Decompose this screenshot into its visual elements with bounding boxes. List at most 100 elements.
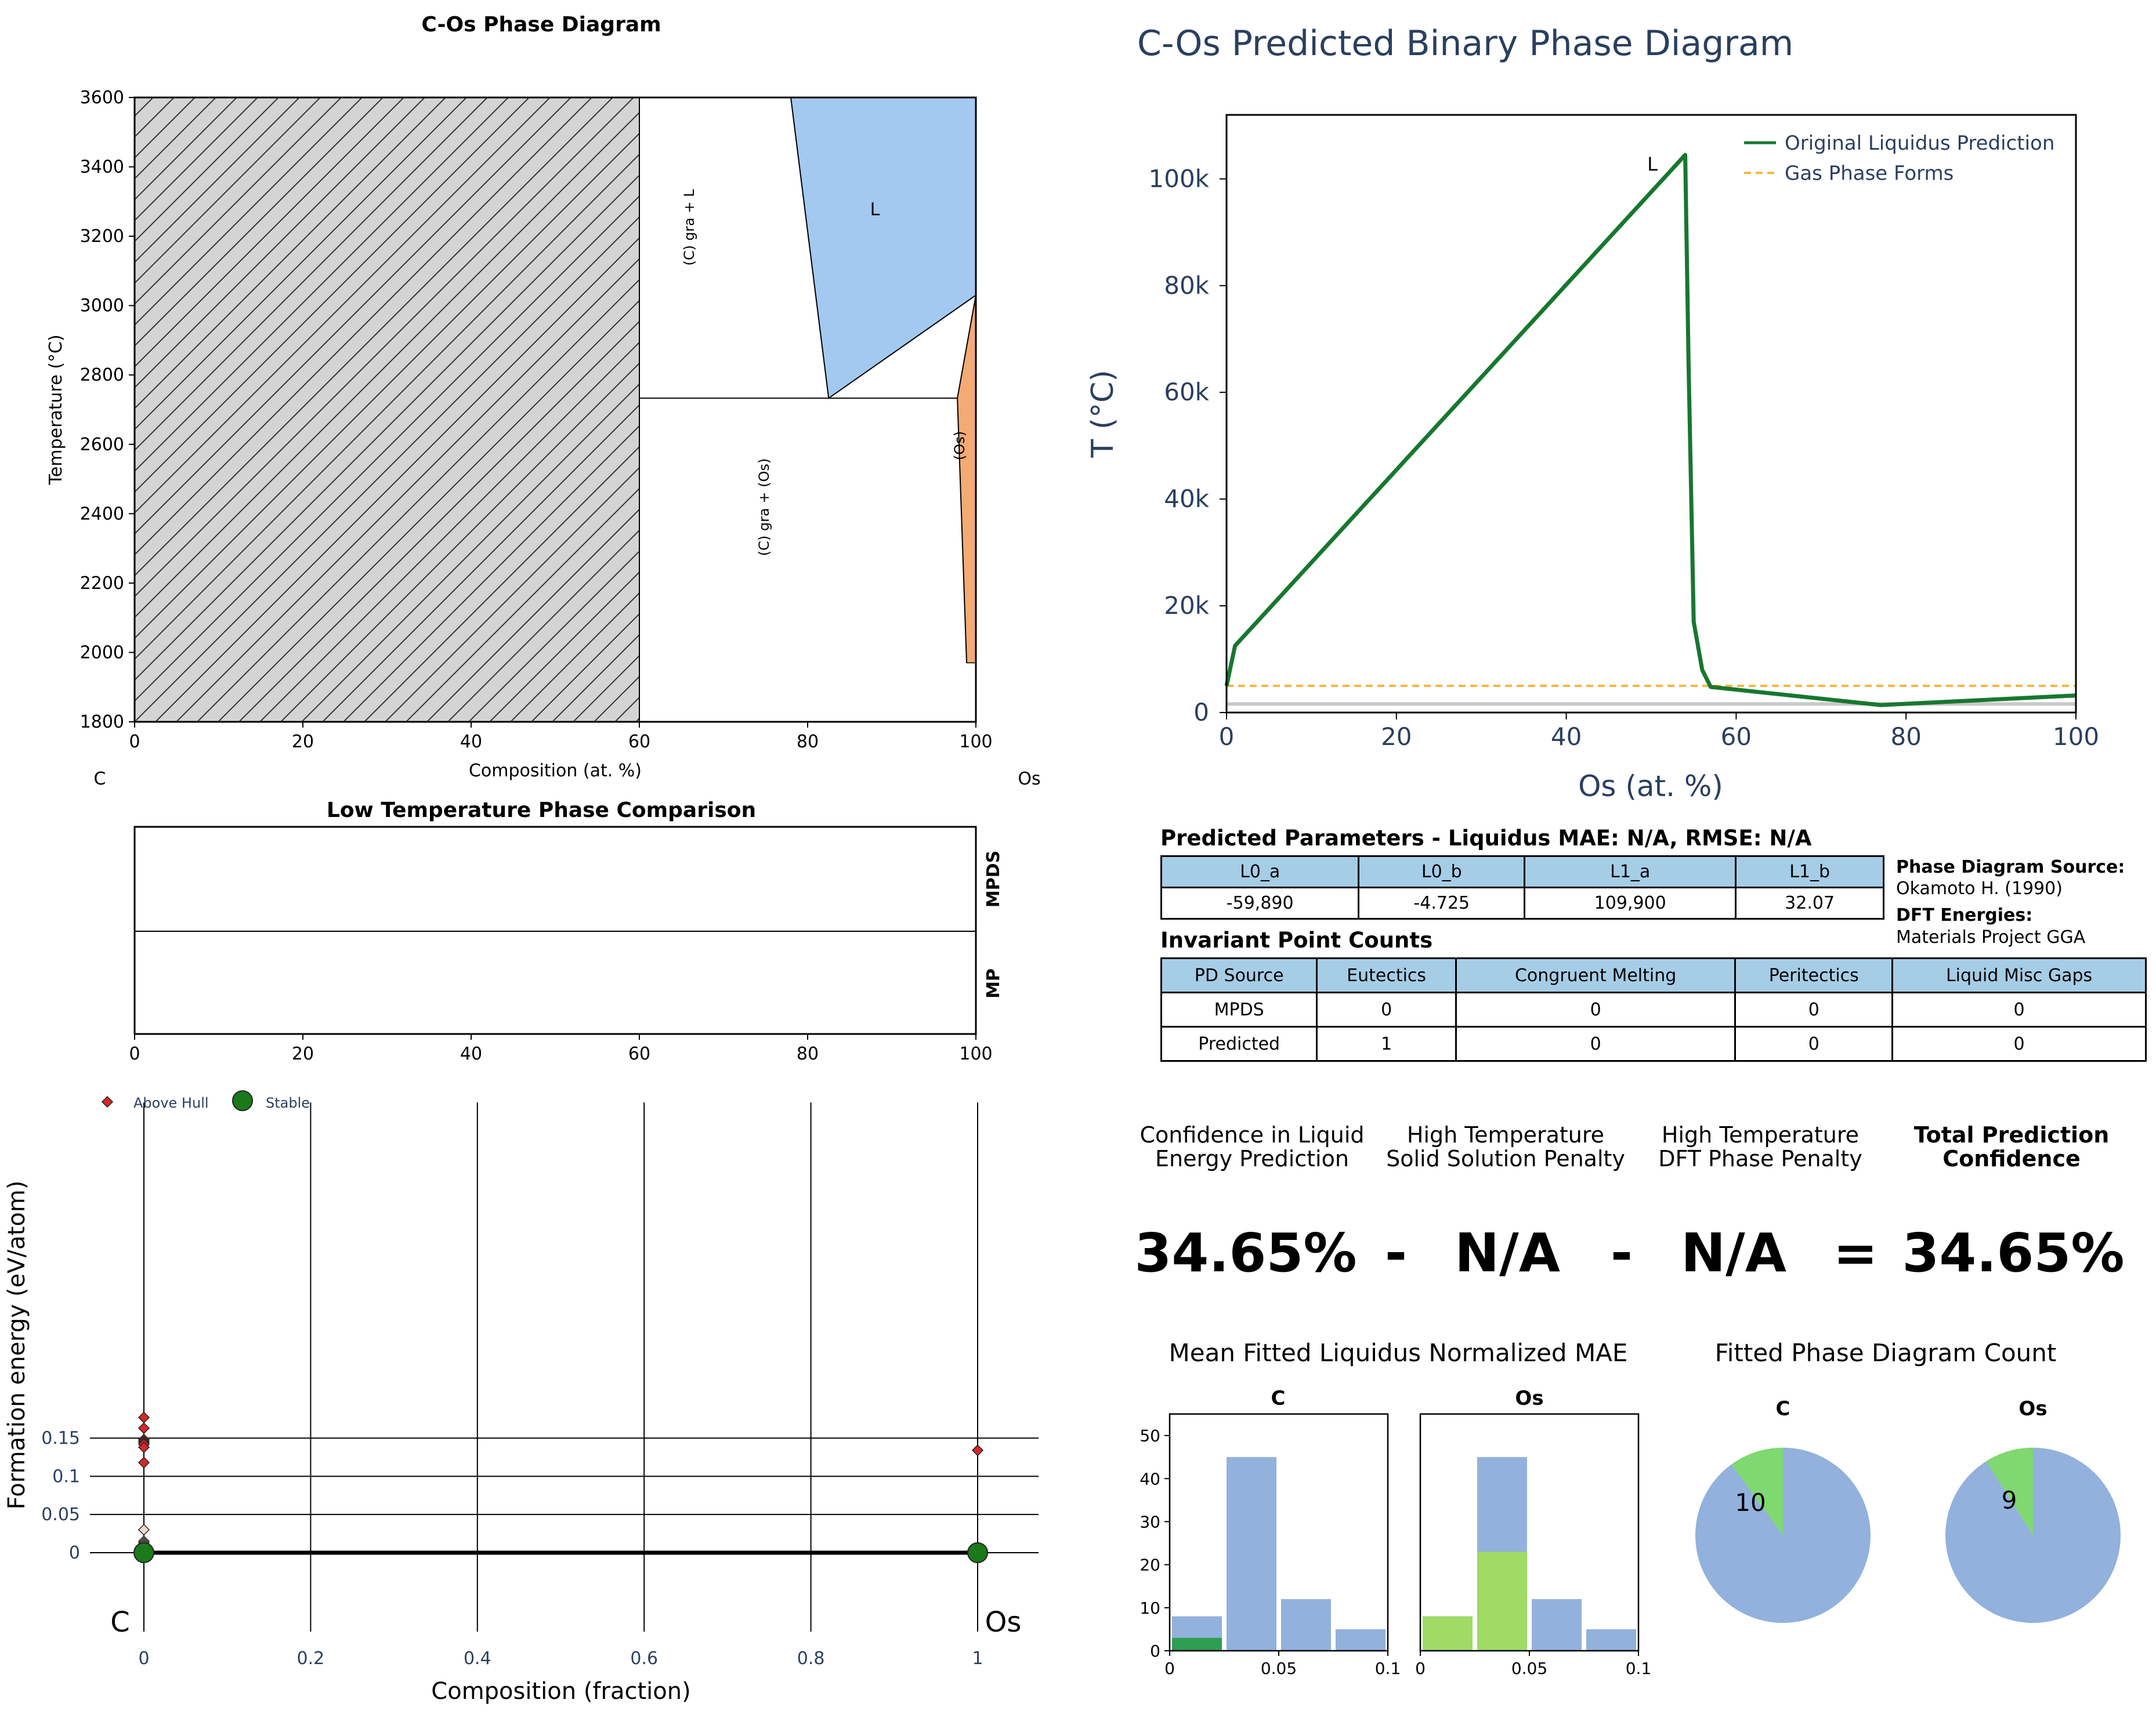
pd-ytick-label: 2200: [80, 573, 124, 594]
invariants-header: Eutectics: [1316, 957, 1457, 993]
conf-label-3a: High Temperature: [1662, 1122, 1859, 1148]
legend-gas: Gas Phase Forms: [1785, 162, 1954, 185]
conf-op-1: -: [1385, 1222, 1407, 1284]
invariants-cell: 0: [1455, 992, 1737, 1028]
conf-op-3: =: [1833, 1222, 1878, 1284]
hull-point-stable: [967, 1542, 988, 1563]
count-value-c: 10: [1735, 1488, 1766, 1517]
hull-xtick-label: 0.4: [464, 1648, 491, 1669]
invariants-header: Congruent Melting: [1455, 957, 1737, 993]
hull-xtick-label: 0: [138, 1648, 149, 1669]
hull-point-stable: [133, 1542, 154, 1563]
lt-xtick-label: 20: [292, 1044, 314, 1064]
mae-panel: Mean Fitted Liquidus Normalized MAE C Os…: [1140, 1339, 1651, 1678]
pd-ytick-label: 3600: [80, 88, 124, 108]
count-panel-os: Os: [2018, 1397, 2047, 1420]
params-table: L0_a L0_b L1_a L1_b -59,890 -4.725 109,9…: [1160, 855, 1884, 920]
conf-value-liquid: 34.65%: [1134, 1222, 1356, 1284]
pd-left-element: C: [94, 769, 106, 789]
hull-right-element: Os: [985, 1606, 1022, 1639]
pd-ylabel: Temperature (°C): [46, 335, 66, 486]
invariants-cell: 1: [1316, 1026, 1457, 1062]
pred-ytick-label: 20k: [1164, 591, 1209, 620]
invariants-cell: MPDS: [1160, 992, 1318, 1028]
mae-ytick-label: 50: [1140, 1426, 1160, 1445]
hull-xtick-label: 1: [972, 1648, 983, 1669]
mae-panel-os: Os: [1515, 1387, 1543, 1410]
lt-xtick-label: 0: [129, 1044, 140, 1064]
mae-bar-highlight: [1172, 1637, 1222, 1651]
count-title: Fitted Phase Diagram Count: [1715, 1339, 2057, 1367]
invariants-cell: 0: [1734, 992, 1894, 1028]
predicted-title: C-Os Predicted Binary Phase Diagram: [1137, 23, 1793, 64]
low-temp-row-mpds: MPDS: [983, 851, 1004, 907]
pred-ytick-label: 40k: [1164, 484, 1209, 513]
mae-ytick-label: 20: [1140, 1556, 1160, 1575]
legend-stable: Stable: [266, 1095, 310, 1111]
low-temp-panel: Low Temperature Phase Comparison MPDS MP…: [129, 798, 1004, 1064]
low-temp-frame: [133, 826, 977, 1035]
invariants-table: PD Source Eutectics Congruent Melting Pe…: [1160, 957, 2147, 1062]
invariants-cell: 0: [1891, 1026, 2147, 1062]
predicted-ylabel: T (°C): [1086, 370, 1120, 458]
conf-op-2: -: [1611, 1222, 1633, 1284]
confidence-panel: Confidence in Liquid Energy Prediction H…: [1134, 1122, 2124, 1284]
pd-xtick-label: 40: [460, 732, 482, 752]
pd-boundary-line: [957, 295, 976, 663]
pd-label-liquid: L: [870, 200, 880, 220]
predicted-liquid-label: L: [1647, 153, 1658, 175]
invariants-cell: 0: [1316, 992, 1457, 1028]
hull-xlabel: Composition (fraction): [431, 1678, 690, 1705]
mae-frame-c: [1169, 1413, 1389, 1652]
pred-ytick-label: 100k: [1149, 164, 1210, 193]
pred-liquidus-line: [1224, 153, 2077, 707]
count-panel: Fitted Phase Diagram Count C Os 10 9: [1695, 1339, 2121, 1623]
conf-label-3b: DFT Phase Penalty: [1658, 1146, 1862, 1171]
pred-xtick-label: 0: [1219, 722, 1235, 751]
legend-above-hull: Above Hull: [133, 1095, 209, 1111]
pred-xtick-label: 20: [1381, 722, 1412, 751]
params-value: -59,890: [1160, 887, 1360, 920]
hull-point-above: [138, 1411, 150, 1424]
conf-label-4b: Confidence: [1942, 1146, 2081, 1171]
low-temp-row-mp: MP: [983, 968, 1004, 999]
pd-ytick-label: 1800: [80, 712, 124, 732]
conf-label-1b: Energy Prediction: [1155, 1146, 1349, 1171]
mae-title: Mean Fitted Liquidus Normalized MAE: [1169, 1339, 1628, 1367]
invariants-cell: 0: [1734, 1026, 1894, 1062]
params-title: Predicted Parameters - Liquidus MAE: N/A…: [1160, 826, 1812, 851]
predicted-frame: [1225, 114, 2077, 714]
invariants-header: PD Source: [1160, 957, 1318, 993]
hull-point-above: [971, 1444, 984, 1456]
hull-ytick-label: 0.1: [52, 1466, 80, 1487]
hull-ytick-label: 0.15: [41, 1428, 80, 1448]
params-header: L0_a: [1160, 855, 1360, 888]
conf-label-2b: Solid Solution Penalty: [1386, 1146, 1625, 1171]
invariants-title: Invariant Point Counts: [1160, 928, 1433, 953]
mae-frame-os: [1419, 1413, 1640, 1652]
mae-xtick-label: 0.1: [1626, 1659, 1652, 1678]
pd-xtick-label: 60: [628, 732, 650, 752]
pred-ytick-label: 60k: [1164, 378, 1209, 406]
invariants-cell: 0: [1455, 1026, 1737, 1062]
predicted-legend: Original Liquidus Prediction Gas Phase F…: [1744, 132, 2054, 185]
lt-xtick-label: 60: [628, 1044, 650, 1064]
invariants-cell: Predicted: [1160, 1026, 1318, 1062]
pd-ytick-label: 3400: [80, 157, 124, 178]
low-temp-title: Low Temperature Phase Comparison: [327, 798, 756, 822]
pd-xlabel: Composition (at. %): [469, 761, 642, 781]
hull-ytick-label: 0: [69, 1543, 80, 1563]
lt-xtick-label: 100: [959, 1044, 992, 1064]
mae-xtick-label: 0.1: [1375, 1659, 1401, 1678]
hull-point-above: [138, 1524, 150, 1536]
hull-xtick-label: 0.8: [797, 1648, 825, 1669]
mae-xtick-label: 0: [1164, 1659, 1175, 1678]
mae-ytick-label: 40: [1140, 1469, 1160, 1488]
hull-ytick-label: 0.05: [41, 1505, 80, 1525]
params-value: 109,900: [1524, 887, 1737, 920]
hull-panel: 0 0.2 0.4 0.6 0.8 1 0 0.05 0.1 0.15 Above Hull St…: [3, 1090, 1039, 1705]
pd-source-value: Okamoto H. (1990): [1896, 878, 2063, 899]
hull-point-above: [138, 1441, 150, 1453]
hull-xtick-label: 0.2: [297, 1648, 325, 1669]
hull-left-element: C: [110, 1606, 130, 1639]
